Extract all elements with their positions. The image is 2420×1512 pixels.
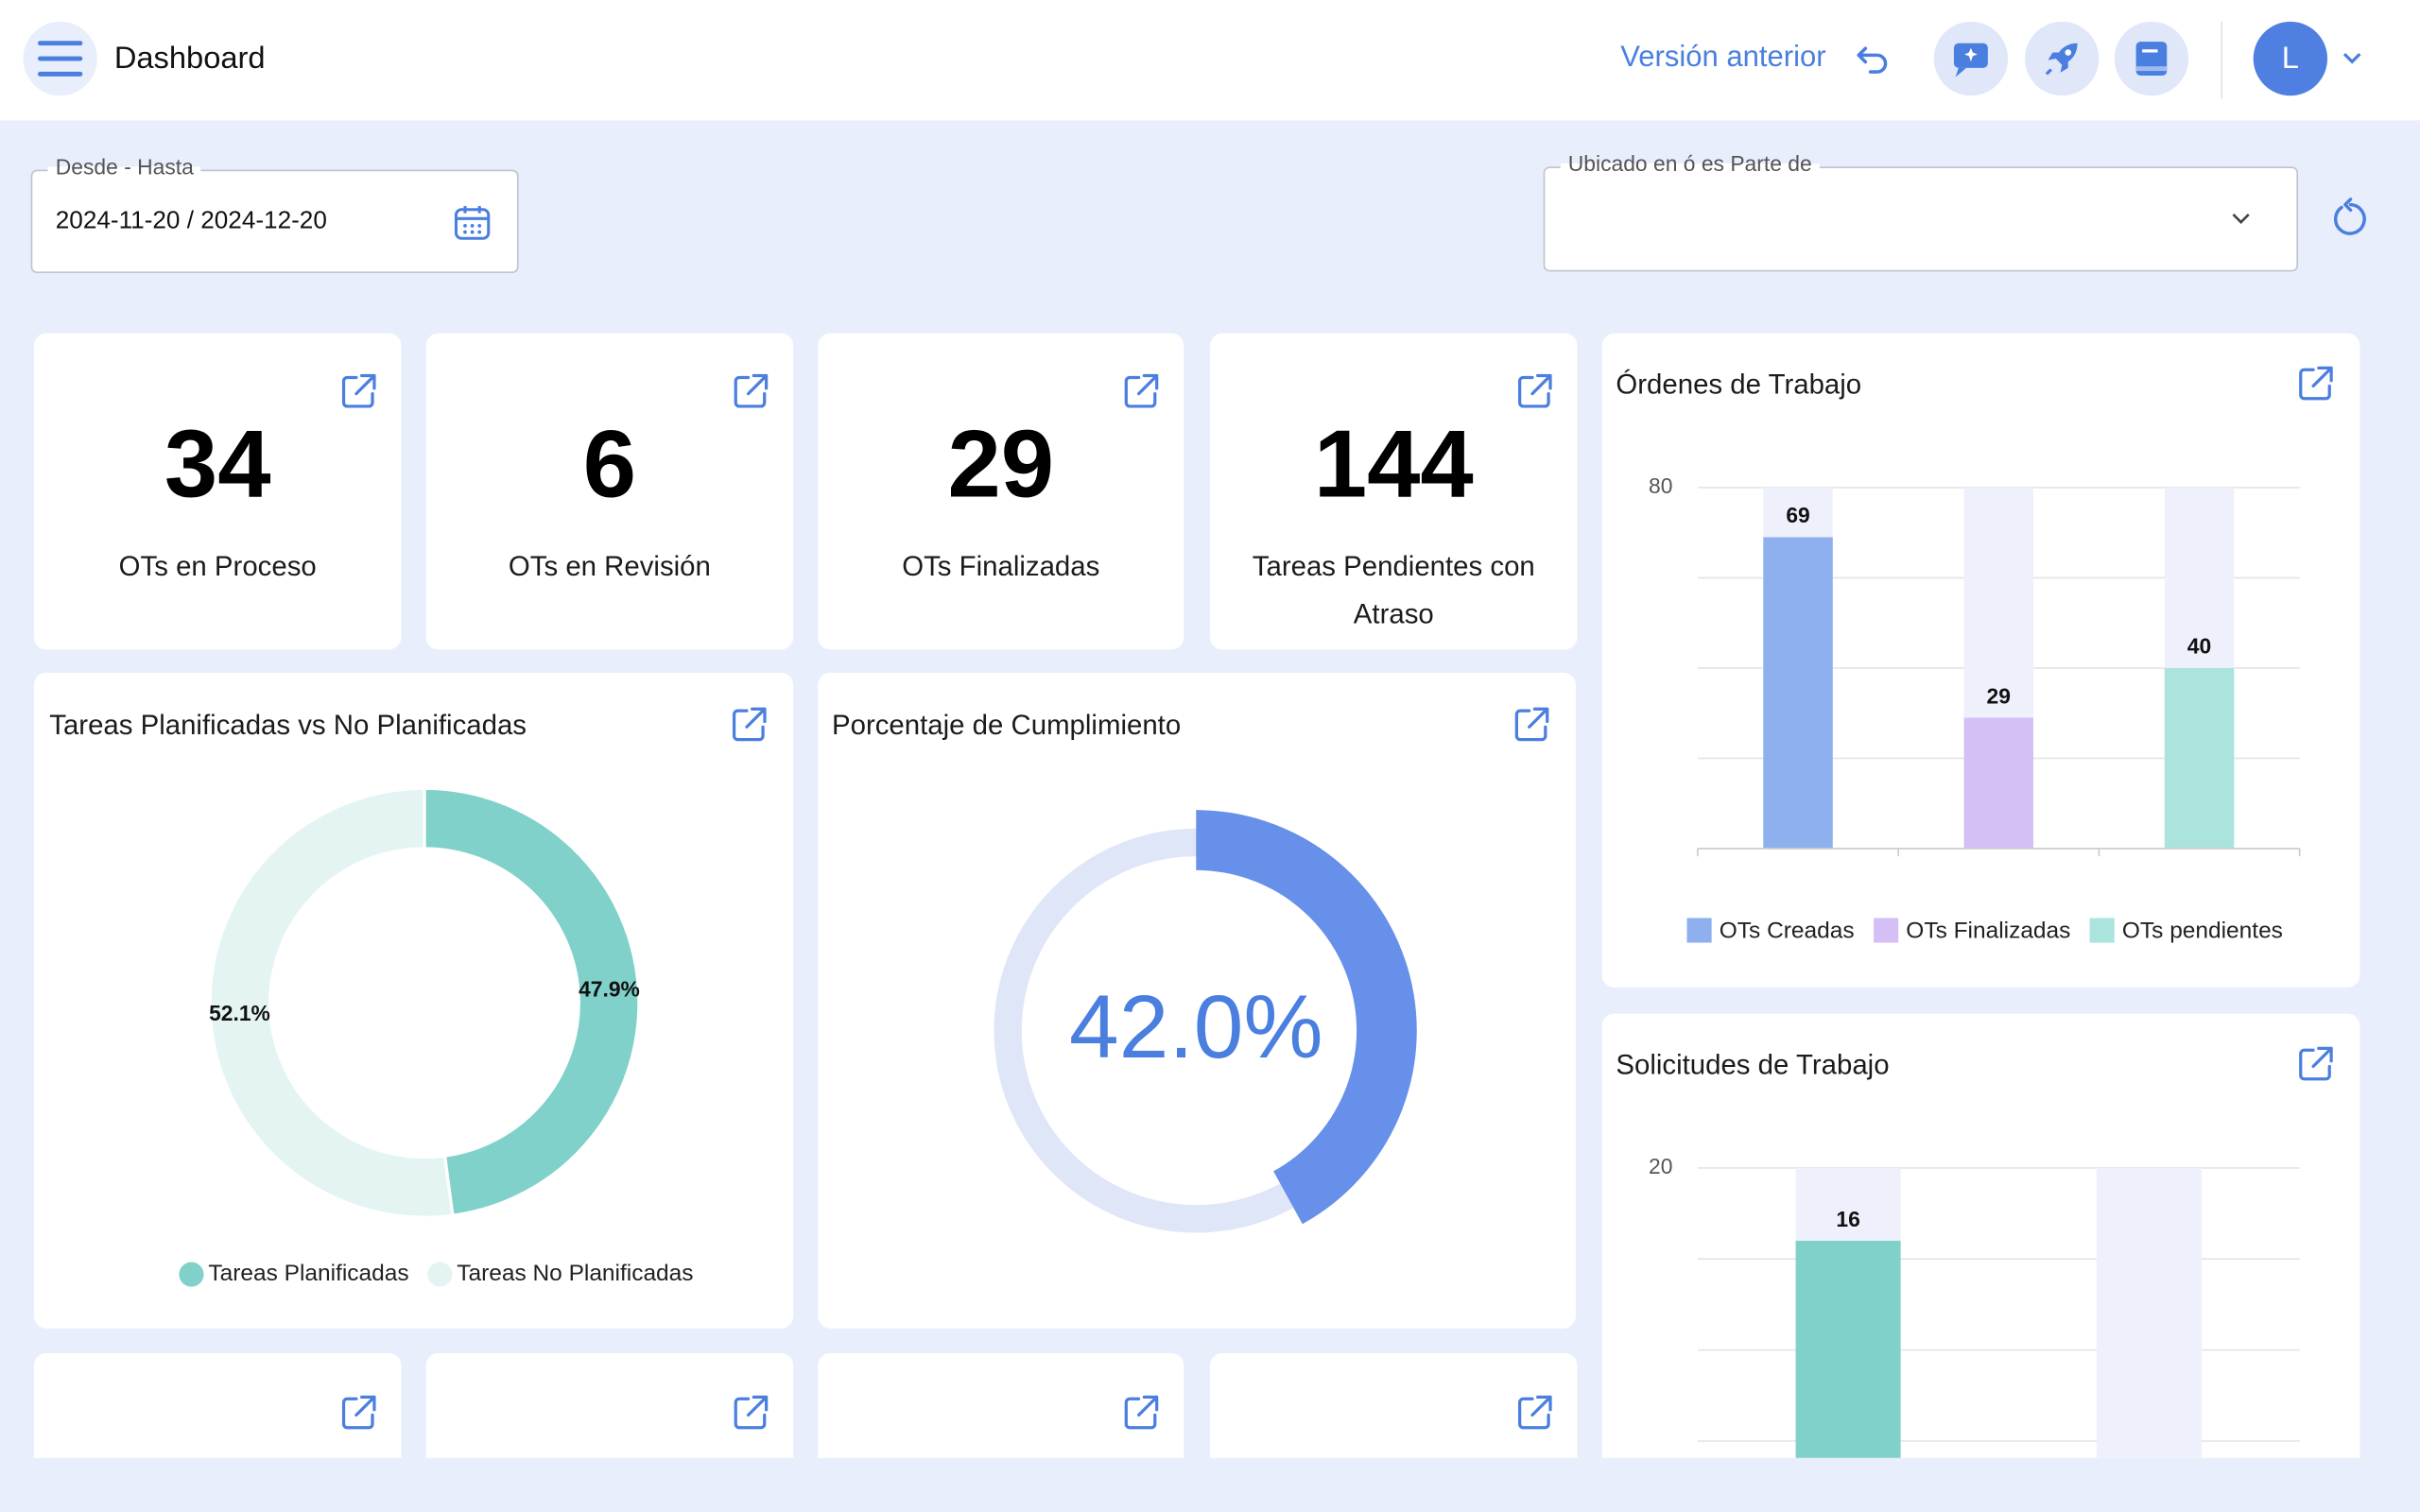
kpi-card: 144 Tareas Pendientes con Atraso bbox=[1210, 333, 1578, 650]
bar bbox=[1963, 717, 2034, 849]
open-link-shape bbox=[1124, 373, 1159, 408]
menu-button[interactable] bbox=[23, 21, 97, 96]
open-link-shape bbox=[732, 707, 767, 742]
chat-button[interactable] bbox=[1933, 21, 2009, 96]
kpi-value: 29 bbox=[947, 411, 1055, 519]
open-link-shape bbox=[734, 1395, 769, 1430]
open-link-icon[interactable] bbox=[341, 373, 376, 408]
donut-slice bbox=[208, 786, 455, 1219]
legend-swatch bbox=[1874, 918, 1899, 943]
kpi-label: OTs Finalizadas bbox=[902, 550, 1100, 582]
slice-label: 52.1% bbox=[209, 1001, 270, 1025]
legend-label: Tareas Planificadas bbox=[208, 1261, 408, 1286]
kpi-card: 29 OTs Finalizadas bbox=[818, 333, 1184, 650]
open-link-icon[interactable] bbox=[341, 1395, 376, 1430]
gauge-value bbox=[1196, 810, 1417, 1225]
kpi-label: OTs en Revisión bbox=[508, 550, 711, 582]
bar-label: 16 bbox=[1836, 1207, 1859, 1231]
planned-card bbox=[33, 672, 794, 1329]
kpi-label: OTs en Proceso bbox=[118, 550, 317, 582]
date-field[interactable] bbox=[30, 169, 519, 273]
slice-label: 47.9% bbox=[579, 976, 640, 1001]
open-link-shape bbox=[1124, 1395, 1159, 1430]
planned-title: Tareas Planificadas vs No Planificadas bbox=[49, 710, 527, 741]
top-bar bbox=[0, 0, 2420, 121]
open-link-icon[interactable] bbox=[734, 373, 769, 408]
open-link-shape bbox=[1518, 373, 1552, 408]
date-label: Desde - Hasta bbox=[47, 154, 202, 180]
kpi-value: 144 bbox=[1313, 411, 1474, 519]
undo-icon[interactable] bbox=[1852, 40, 1892, 79]
calendar-icon[interactable] bbox=[451, 200, 494, 244]
orders-title: Órdenes de Trabajo bbox=[1616, 369, 1862, 400]
kpi-card: 6 OTs en Revisión bbox=[425, 333, 794, 650]
bar bbox=[1763, 537, 1833, 849]
open-link-icon[interactable] bbox=[1518, 373, 1552, 408]
kpi-card bbox=[425, 1352, 794, 1458]
date-value[interactable]: 2024-11-20 / 2024-12-20 bbox=[55, 208, 327, 235]
legend-label: Tareas No Planificadas bbox=[457, 1261, 693, 1286]
kpi-value: 6 bbox=[582, 411, 637, 519]
page-title: Dashboard bbox=[113, 42, 266, 76]
avatar-chevron[interactable] bbox=[2340, 49, 2364, 68]
kpi-label: Tareas Pendientes con Atraso bbox=[1252, 550, 1535, 630]
legend-label: OTs pendientes bbox=[2122, 919, 2283, 944]
open-link-shape bbox=[2299, 366, 2333, 401]
compliance-title: Porcentaje de Cumplimiento bbox=[832, 710, 1182, 741]
divider bbox=[2221, 21, 2223, 99]
y-tick-label: 80 bbox=[1649, 473, 1672, 498]
docs-button[interactable] bbox=[2114, 21, 2189, 96]
bar-label: 29 bbox=[1987, 683, 2011, 708]
donut-slice bbox=[423, 786, 641, 1218]
legend-swatch bbox=[427, 1262, 453, 1287]
kpi-card bbox=[33, 1352, 402, 1458]
location-chevron[interactable] bbox=[2229, 210, 2254, 229]
bar-label: 40 bbox=[2187, 634, 2211, 659]
avatar[interactable]: L bbox=[2253, 21, 2328, 96]
open-link-icon[interactable] bbox=[734, 1395, 769, 1430]
open-link-shape bbox=[341, 1395, 376, 1430]
open-link-icon[interactable] bbox=[1518, 1395, 1552, 1430]
open-link-icon[interactable] bbox=[732, 707, 767, 742]
bar bbox=[2164, 667, 2235, 849]
legend-label: OTs Creadas bbox=[1720, 919, 1855, 944]
legend-swatch bbox=[2089, 918, 2115, 943]
open-link-shape bbox=[2299, 1046, 2333, 1081]
open-link-icon[interactable] bbox=[2299, 366, 2333, 401]
rocket-button[interactable] bbox=[2025, 21, 2100, 96]
location-field[interactable] bbox=[1543, 166, 2299, 272]
open-link-icon[interactable] bbox=[2299, 1046, 2333, 1081]
open-link-icon[interactable] bbox=[1124, 1395, 1159, 1430]
requests-title: Solicitudes de Trabajo bbox=[1616, 1049, 1890, 1080]
bar-background bbox=[2096, 1167, 2202, 1458]
open-link-icon[interactable] bbox=[1124, 373, 1159, 408]
legend-label: OTs Finalizadas bbox=[1906, 919, 2070, 944]
location-label: Ubicado en ó es Parte de bbox=[1560, 151, 1820, 177]
bar-label: 69 bbox=[1786, 503, 1809, 527]
previous-version-link[interactable]: Versión anterior bbox=[1620, 42, 1826, 75]
legend-swatch bbox=[179, 1262, 204, 1287]
bar bbox=[1795, 1240, 1901, 1458]
kpi-card: 34 OTs en Proceso bbox=[33, 333, 402, 650]
gauge-label: 42.0% bbox=[1069, 977, 1322, 1077]
y-tick-label: 20 bbox=[1649, 1154, 1672, 1178]
open-link-shape bbox=[734, 373, 769, 408]
charts-layer: 47.9% 52.1% Tareas Planificadas Tareas No P… bbox=[179, 366, 2333, 1458]
requests-card bbox=[1601, 1013, 2360, 1458]
open-link-icon[interactable] bbox=[1514, 707, 1549, 742]
kpi-card bbox=[818, 1352, 1184, 1458]
open-link-shape bbox=[341, 373, 376, 408]
kpi-card bbox=[1210, 1352, 1578, 1458]
legend-swatch bbox=[1686, 918, 1712, 943]
open-link-shape bbox=[1514, 707, 1549, 742]
kpi-value: 34 bbox=[164, 411, 271, 519]
viewport: Dashboard Versión anterior L Desde - Has… bbox=[0, 0, 2420, 1458]
reset-button[interactable] bbox=[2329, 198, 2373, 241]
open-link-shape bbox=[1518, 1395, 1552, 1430]
